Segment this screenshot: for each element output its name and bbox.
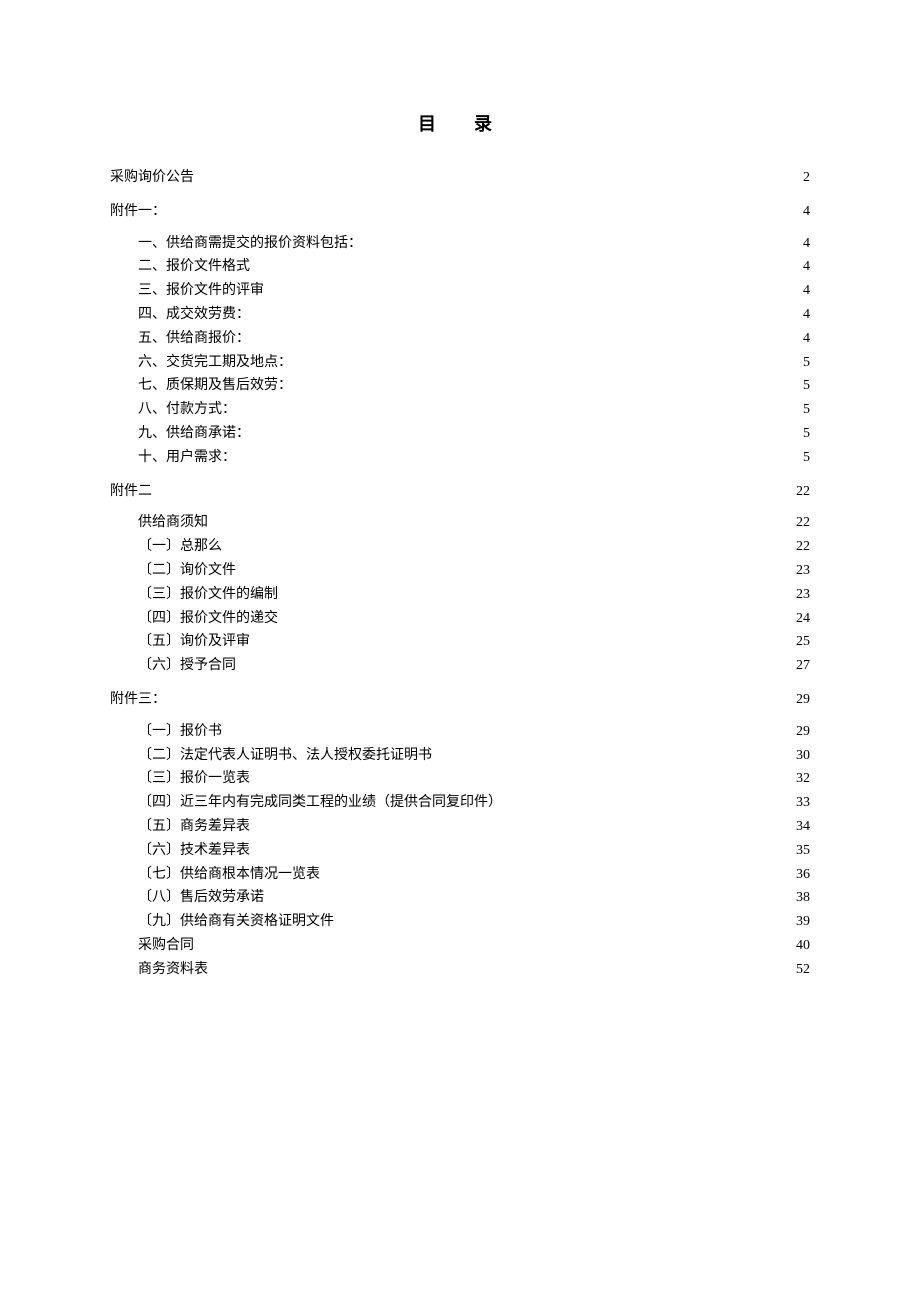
toc-entry-label: 附件二 — [110, 480, 152, 504]
toc-entry: 〔六〕授予合同 27 — [110, 654, 810, 678]
toc-entry-page: 4 — [803, 200, 810, 224]
toc-entry: 〔一〕总那么 22 — [110, 535, 810, 559]
table-of-contents: 采购询价公告2附件一：4一、供给商需提交的报价资料包括：4二、报价文件格式4三、… — [110, 166, 810, 982]
toc-entry: 附件三： 29 — [110, 688, 810, 712]
toc-entry-label: 五、供给商报价： — [138, 327, 250, 351]
toc-entry: 十、用户需求： 5 — [110, 446, 810, 470]
toc-entry-page: 22 — [796, 480, 810, 504]
toc-entry: 二、报价文件格式 4 — [110, 255, 810, 279]
toc-entry-label: 〔九〕供给商有关资格证明文件 — [138, 910, 334, 934]
toc-entry: 〔五〕商务差异表 34 — [110, 815, 810, 839]
toc-entry: 〔四〕报价文件的递交 24 — [110, 607, 810, 631]
toc-entry-page: 25 — [796, 630, 810, 654]
toc-entry: 商务资料表 52 — [110, 958, 810, 982]
toc-entry-page: 4 — [803, 327, 810, 351]
toc-entry: 附件一： 4 — [110, 200, 810, 224]
toc-entry-label: 三、报价文件的评审 — [138, 279, 264, 303]
toc-entry-page: 5 — [803, 446, 810, 470]
toc-entry-label: 〔五〕商务差异表 — [138, 815, 250, 839]
toc-entry: 三、报价文件的评审 4 — [110, 279, 810, 303]
toc-entry-page: 52 — [796, 958, 810, 982]
toc-entry: 一、供给商需提交的报价资料包括： 4 — [110, 232, 810, 256]
toc-entry-label: 九、供给商承诺： — [138, 422, 250, 446]
toc-entry: 五、供给商报价： 4 — [110, 327, 810, 351]
toc-entry: 采购询价公告 2 — [110, 166, 810, 190]
toc-entry-label: 八、付款方式： — [138, 398, 236, 422]
toc-entry: 六、交货完工期及地点： 5 — [110, 351, 810, 375]
toc-entry-page: 5 — [803, 422, 810, 446]
toc-entry-page: 24 — [796, 607, 810, 631]
toc-entry-page: 2 — [803, 166, 810, 190]
toc-entry-page: 4 — [803, 279, 810, 303]
toc-entry-label: 〔三〕报价文件的编制 — [138, 583, 278, 607]
toc-entry-label: 〔三〕报价一览表 — [138, 767, 250, 791]
toc-entry-page: 34 — [796, 815, 810, 839]
toc-entry: 附件二 22 — [110, 480, 810, 504]
toc-entry-label: 〔四〕报价文件的递交 — [138, 607, 278, 631]
toc-entry-label: 二、报价文件格式 — [138, 255, 250, 279]
toc-entry: 〔五〕询价及评审 25 — [110, 630, 810, 654]
toc-entry-page: 36 — [796, 863, 810, 887]
toc-entry-label: 七、质保期及售后效劳： — [138, 374, 292, 398]
toc-entry: 〔六〕技术差异表 35 — [110, 839, 810, 863]
toc-entry: 供给商须知 22 — [110, 511, 810, 535]
toc-entry-label: 〔八〕售后效劳承诺 — [138, 886, 264, 910]
toc-entry-page: 27 — [796, 654, 810, 678]
toc-entry: 〔九〕供给商有关资格证明文件 39 — [110, 910, 810, 934]
toc-entry-label: 〔二〕询价文件 — [138, 559, 236, 583]
toc-entry: 〔二〕法定代表人证明书、法人授权委托证明书 30 — [110, 744, 810, 768]
toc-entry-label: 〔一〕报价书 — [138, 720, 222, 744]
toc-entry-page: 5 — [803, 351, 810, 375]
toc-entry: 四、成交效劳费： 4 — [110, 303, 810, 327]
toc-entry-page: 5 — [803, 398, 810, 422]
toc-entry: 〔八〕售后效劳承诺 38 — [110, 886, 810, 910]
toc-entry-label: 采购询价公告 — [110, 166, 194, 190]
toc-entry-page: 35 — [796, 839, 810, 863]
toc-entry-label: 供给商须知 — [138, 511, 208, 535]
toc-entry-label: 〔六〕授予合同 — [138, 654, 236, 678]
toc-entry-label: 一、供给商需提交的报价资料包括： — [138, 232, 362, 256]
toc-entry-page: 23 — [796, 583, 810, 607]
toc-entry-label: 〔四〕近三年内有完成同类工程的业绩（提供合同复印件） — [138, 791, 502, 815]
toc-entry-page: 22 — [796, 535, 810, 559]
toc-entry-page: 23 — [796, 559, 810, 583]
toc-entry: 七、质保期及售后效劳： 5 — [110, 374, 810, 398]
toc-entry-label: 四、成交效劳费： — [138, 303, 250, 327]
toc-entry: 九、供给商承诺： 5 — [110, 422, 810, 446]
toc-entry-page: 40 — [796, 934, 810, 958]
toc-entry-label: 采购合同 — [138, 934, 194, 958]
toc-entry-page: 4 — [803, 303, 810, 327]
toc-entry: 〔一〕报价书 29 — [110, 720, 810, 744]
toc-entry-label: 〔五〕询价及评审 — [138, 630, 250, 654]
toc-entry: 〔二〕询价文件 23 — [110, 559, 810, 583]
toc-entry-page: 29 — [796, 688, 810, 712]
toc-entry: 采购合同 40 — [110, 934, 810, 958]
toc-entry-page: 4 — [803, 232, 810, 256]
toc-entry-page: 30 — [796, 744, 810, 768]
toc-entry-label: 附件三： — [110, 688, 166, 712]
toc-entry-page: 22 — [796, 511, 810, 535]
toc-entry: 〔四〕近三年内有完成同类工程的业绩（提供合同复印件） 33 — [110, 791, 810, 815]
toc-entry-label: 〔二〕法定代表人证明书、法人授权委托证明书 — [138, 744, 432, 768]
toc-entry-label: 十、用户需求： — [138, 446, 236, 470]
toc-entry-page: 39 — [796, 910, 810, 934]
toc-entry-page: 38 — [796, 886, 810, 910]
toc-entry-label: 商务资料表 — [138, 958, 208, 982]
toc-entry-label: 附件一： — [110, 200, 166, 224]
toc-entry-label: 〔一〕总那么 — [138, 535, 222, 559]
toc-entry-label: 六、交货完工期及地点： — [138, 351, 292, 375]
toc-entry-page: 32 — [796, 767, 810, 791]
toc-entry: 八、付款方式： 5 — [110, 398, 810, 422]
toc-entry-page: 29 — [796, 720, 810, 744]
toc-entry-label: 〔七〕供给商根本情况一览表 — [138, 863, 320, 887]
toc-entry: 〔三〕报价文件的编制 23 — [110, 583, 810, 607]
toc-entry-label: 〔六〕技术差异表 — [138, 839, 250, 863]
toc-entry: 〔七〕供给商根本情况一览表 36 — [110, 863, 810, 887]
toc-entry-page: 33 — [796, 791, 810, 815]
toc-entry: 〔三〕报价一览表 32 — [110, 767, 810, 791]
toc-title: 目 录 — [110, 110, 810, 136]
toc-entry-page: 5 — [803, 374, 810, 398]
toc-entry-page: 4 — [803, 255, 810, 279]
